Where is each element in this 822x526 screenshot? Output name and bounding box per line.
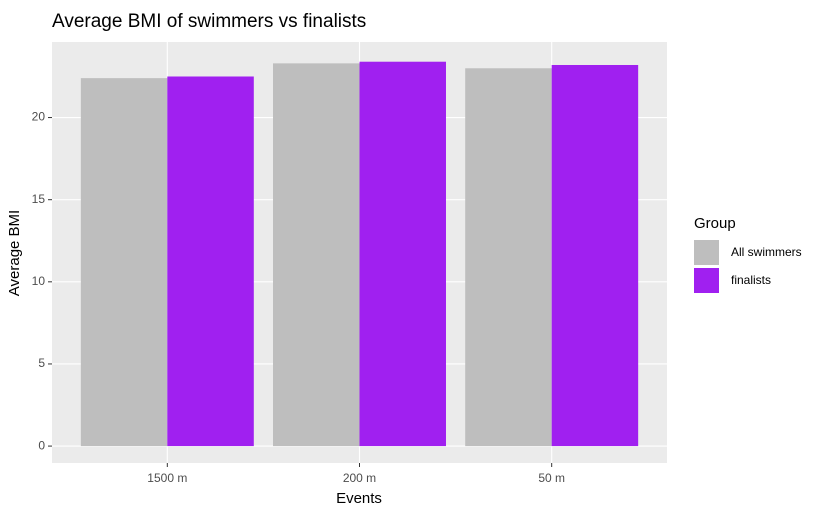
- x-axis-label: Events: [336, 490, 382, 507]
- chart-title: Average BMI of swimmers vs finalists: [52, 11, 366, 32]
- legend-label: finalists: [731, 273, 771, 287]
- bar: [273, 63, 360, 447]
- x-tick-label: 200 m: [343, 471, 376, 485]
- bar: [167, 76, 254, 447]
- legend-key: [694, 240, 719, 265]
- y-tick-label: 5: [38, 356, 45, 370]
- legend-label: All swimmers: [731, 245, 802, 259]
- bar: [359, 61, 446, 447]
- y-axis-label: Average BMI: [6, 210, 23, 296]
- bar: [465, 68, 552, 447]
- y-tick-label: 15: [32, 192, 46, 206]
- bar: [551, 64, 639, 447]
- x-tick-label: 1500 m: [147, 471, 187, 485]
- y-tick-label: 0: [38, 438, 45, 452]
- x-tick-label: 50 m: [538, 471, 565, 485]
- y-tick-label: 20: [32, 110, 46, 124]
- legend-title: Group: [694, 215, 736, 232]
- legend-key: [694, 268, 719, 293]
- bar: [80, 78, 168, 447]
- y-tick-label: 10: [32, 274, 46, 288]
